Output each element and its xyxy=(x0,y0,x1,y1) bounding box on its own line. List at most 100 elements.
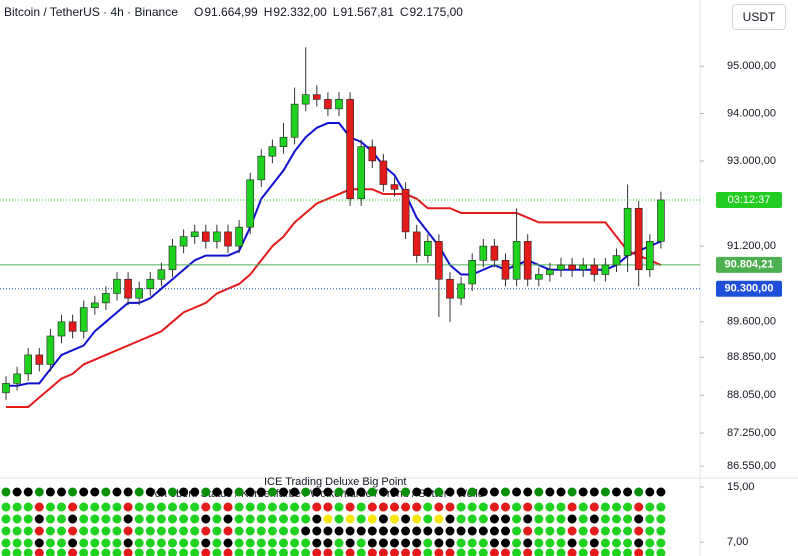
signal-dot xyxy=(645,502,655,512)
candle-body xyxy=(401,189,410,233)
signal-dot xyxy=(279,487,288,497)
candle-body xyxy=(124,278,132,299)
signal-dot xyxy=(378,514,388,524)
candle-body xyxy=(390,184,399,190)
signal-dot xyxy=(34,548,44,556)
ohlc-value: 91.664,99 xyxy=(204,5,258,19)
candle-body xyxy=(179,236,188,247)
signal-dot xyxy=(90,487,100,497)
signal-dot xyxy=(656,538,666,548)
candle-body xyxy=(435,241,443,280)
signal-dot xyxy=(356,538,366,548)
signal-dot xyxy=(334,548,344,556)
signal-dot xyxy=(434,487,444,497)
candle-body xyxy=(246,179,254,228)
candle-body xyxy=(457,283,465,299)
signal-dot xyxy=(79,502,89,512)
signal-dot xyxy=(134,514,144,524)
signal-dot xyxy=(290,487,300,497)
signal-dot xyxy=(267,502,277,512)
indicator-tick-label: 7,00 xyxy=(727,536,748,548)
candle-body xyxy=(546,269,554,275)
candle-body xyxy=(557,264,565,271)
signal-dot xyxy=(567,487,577,497)
signal-dot xyxy=(334,538,344,548)
signal-dot xyxy=(112,548,122,556)
signal-dot xyxy=(567,502,577,512)
signal-dot xyxy=(256,487,266,497)
signal-dot xyxy=(145,548,155,556)
signal-dot xyxy=(423,538,433,548)
signal-dot xyxy=(234,526,244,536)
signal-dot xyxy=(623,548,633,556)
signal-dot xyxy=(223,526,233,536)
signal-dot xyxy=(556,526,566,536)
signal-dot xyxy=(68,548,78,556)
signal-dot xyxy=(23,514,33,524)
candle-body xyxy=(379,160,388,185)
signal-dot xyxy=(179,487,189,497)
signal-dot xyxy=(589,502,599,512)
candle-body xyxy=(346,99,354,200)
signal-dot xyxy=(434,502,444,512)
signal-dot xyxy=(134,548,144,556)
signal-dot xyxy=(600,502,610,512)
signal-dot xyxy=(212,526,222,536)
signal-dot xyxy=(523,514,533,524)
signal-dot xyxy=(34,487,44,497)
candle-body xyxy=(2,383,10,394)
signal-dot xyxy=(401,487,411,497)
signal-dot xyxy=(290,548,300,556)
ohlc-key: C xyxy=(400,5,409,19)
signal-dot xyxy=(201,514,211,524)
signal-dot xyxy=(323,502,333,512)
signal-dot xyxy=(57,526,66,536)
currency-button[interactable]: USDT xyxy=(732,4,786,30)
signal-dot xyxy=(112,538,122,548)
signal-dot xyxy=(334,502,344,512)
candle-body xyxy=(312,94,321,100)
signal-dot xyxy=(556,548,566,556)
signal-dot xyxy=(534,502,544,512)
signal-dot xyxy=(478,548,488,556)
signal-dot xyxy=(57,548,66,556)
signal-dot xyxy=(34,502,44,512)
candle-body xyxy=(168,245,177,271)
signal-dot xyxy=(45,538,55,548)
signal-dot xyxy=(334,487,344,497)
signal-dot xyxy=(567,538,577,548)
signal-dot xyxy=(34,514,44,524)
signal-dot xyxy=(378,538,388,548)
signal-dot xyxy=(512,538,522,548)
signal-dot xyxy=(645,487,655,497)
signal-dot xyxy=(301,548,311,556)
candle-body xyxy=(490,245,499,261)
candle-body xyxy=(357,146,366,200)
signal-dot xyxy=(456,514,466,524)
signal-dot xyxy=(57,502,66,512)
signal-dot xyxy=(600,487,610,497)
price-tag xyxy=(716,280,782,297)
signal-dot xyxy=(501,514,510,524)
signal-dot xyxy=(290,538,300,548)
signal-dot xyxy=(423,487,433,497)
signal-dot xyxy=(212,548,222,556)
candle-body xyxy=(512,241,521,280)
signal-dot xyxy=(512,487,522,497)
candle-body xyxy=(46,335,55,365)
candle-body xyxy=(224,231,232,247)
signal-dot xyxy=(489,514,499,524)
signal-dot xyxy=(567,514,577,524)
signal-dot xyxy=(223,502,233,512)
signal-dot xyxy=(545,548,555,556)
ohlc-key: L xyxy=(333,5,340,19)
signal-dot xyxy=(501,502,510,512)
candle-body xyxy=(68,321,77,332)
y-tick-label: 94.000,00 xyxy=(727,107,776,119)
signal-dot xyxy=(600,514,610,524)
signal-dot xyxy=(556,514,566,524)
signal-dot xyxy=(445,487,455,497)
signal-dot xyxy=(179,514,189,524)
signal-dot xyxy=(578,514,588,524)
candle-body xyxy=(290,103,299,138)
